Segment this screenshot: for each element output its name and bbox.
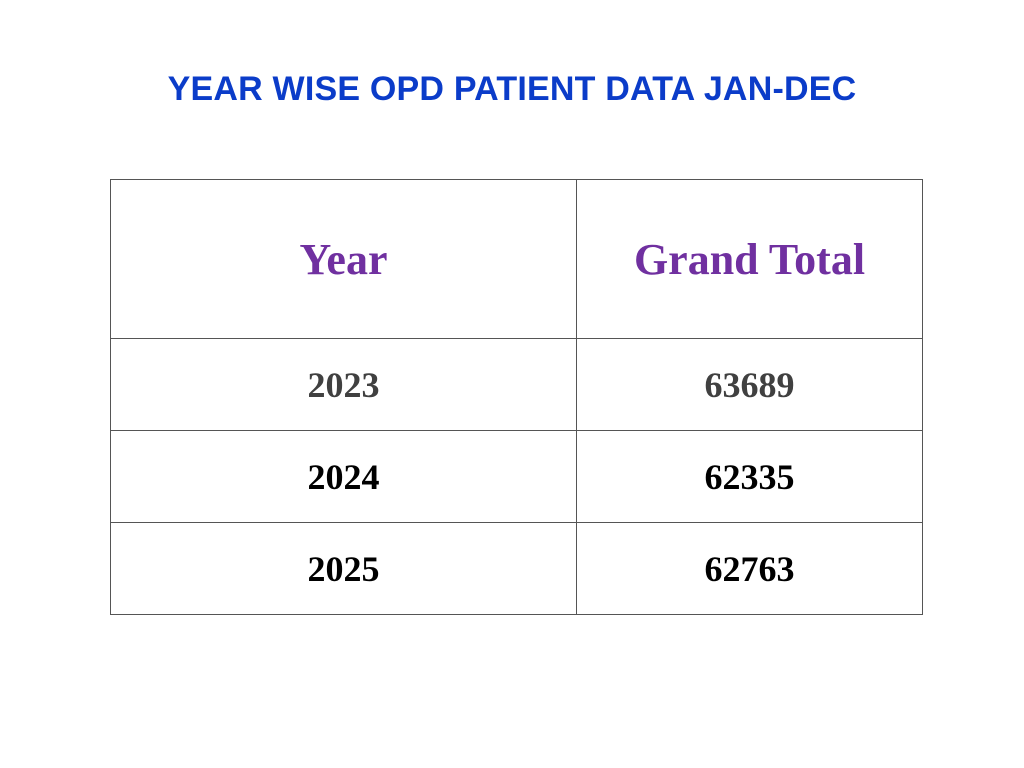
cell-year: 2025 (110, 522, 577, 615)
cell-year: 2024 (110, 430, 577, 523)
cell-grand-total: 62763 (576, 522, 923, 615)
cell-grand-total: 62335 (576, 430, 923, 523)
table-header-row: Year Grand Total (110, 179, 923, 339)
cell-grand-total: 63689 (576, 338, 923, 431)
table-row: 2024 62335 (110, 430, 923, 523)
cell-year: 2023 (110, 338, 577, 431)
slide-title: YEAR WISE OPD PATIENT DATA JAN-DEC (167, 70, 857, 108)
header-grand-total: Grand Total (576, 179, 923, 339)
table-row: 2023 63689 (110, 338, 923, 431)
table-row: 2025 62763 (110, 522, 923, 615)
opd-data-table: Year Grand Total 2023 63689 2024 62335 2… (110, 179, 923, 615)
header-year: Year (110, 179, 577, 339)
